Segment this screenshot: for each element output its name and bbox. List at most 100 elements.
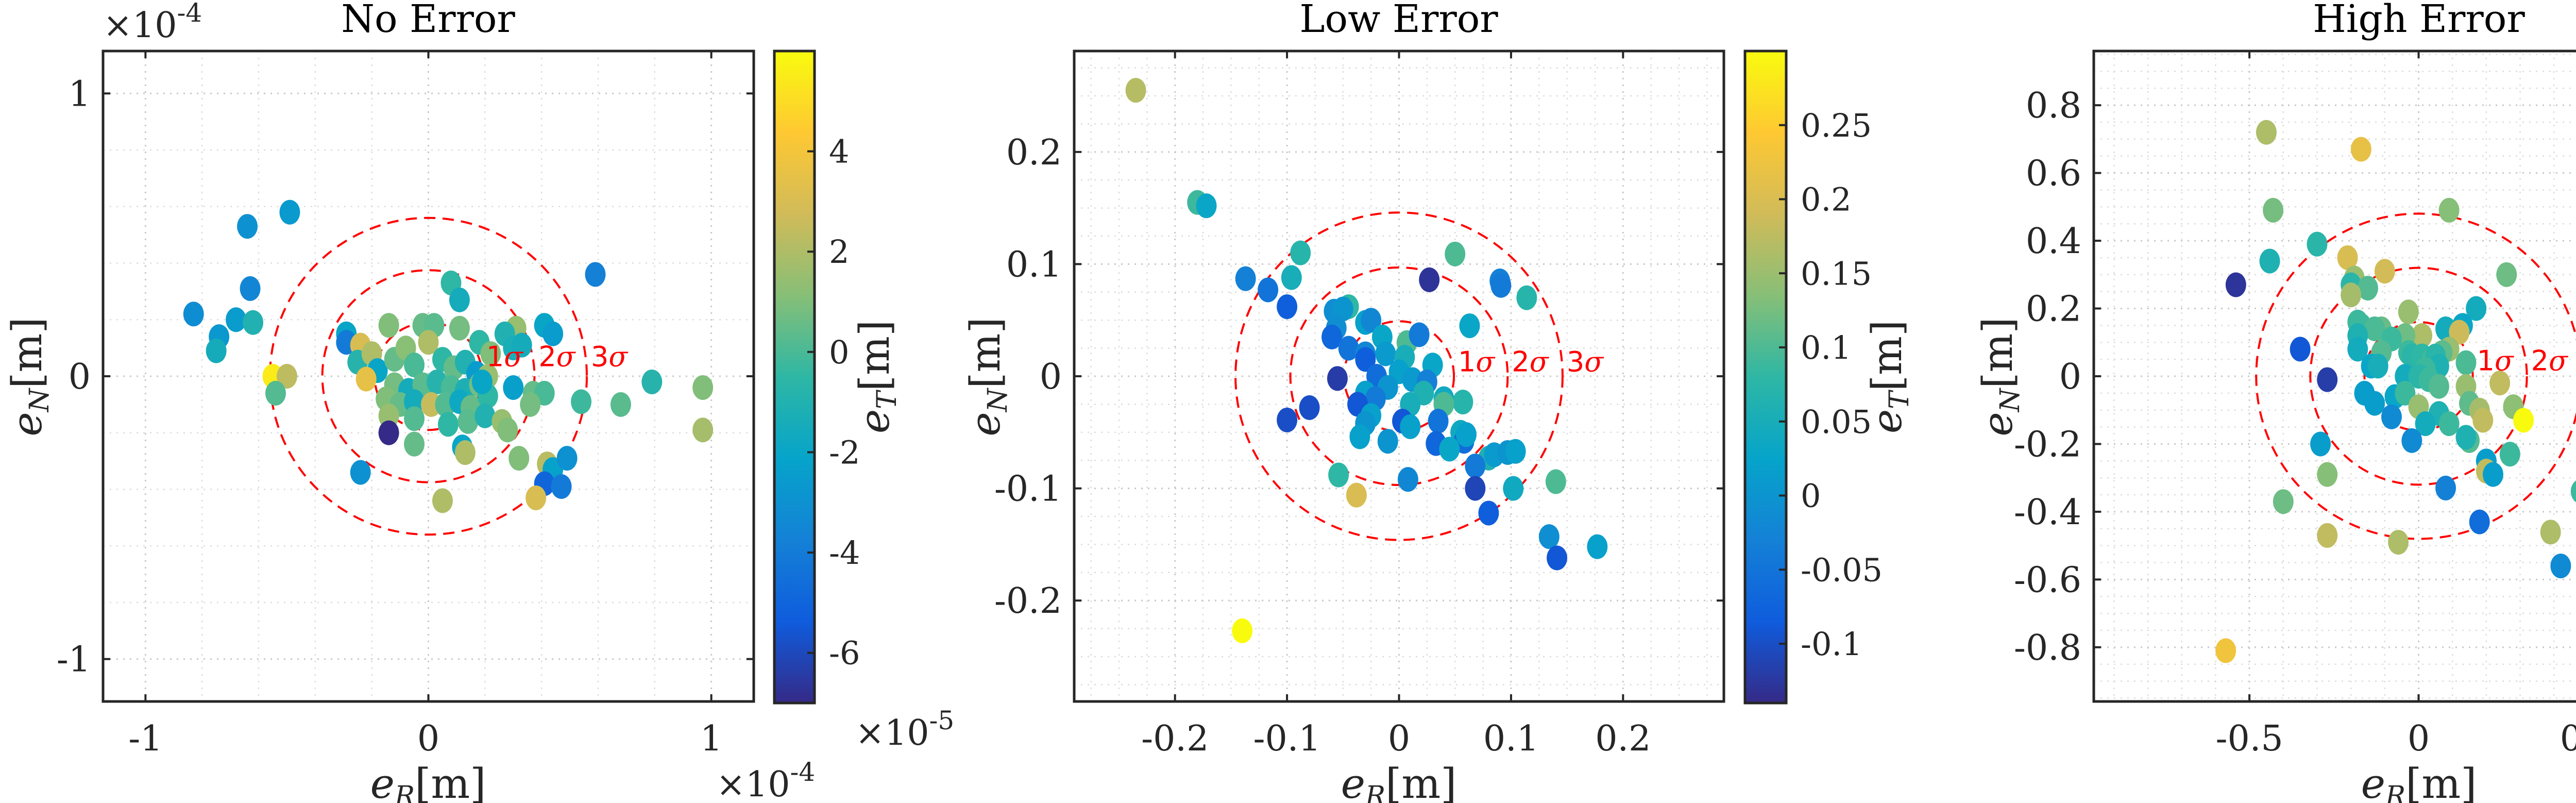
- data-point[interactable]: [1459, 313, 1480, 339]
- data-point[interactable]: [1478, 500, 1499, 526]
- data-point[interactable]: [2307, 231, 2328, 257]
- data-point[interactable]: [1338, 336, 1359, 361]
- data-point[interactable]: [526, 485, 547, 510]
- data-point[interactable]: [2513, 408, 2534, 433]
- data-point[interactable]: [1235, 266, 1256, 291]
- data-point[interactable]: [1332, 296, 1353, 322]
- data-point[interactable]: [692, 417, 714, 443]
- data-point[interactable]: [1428, 409, 1449, 434]
- data-point[interactable]: [2472, 408, 2494, 433]
- data-point[interactable]: [2438, 197, 2460, 223]
- data-point[interactable]: [1490, 273, 1512, 298]
- data-point[interactable]: [1321, 324, 1343, 349]
- data-point[interactable]: [1445, 241, 1466, 266]
- data-point[interactable]: [503, 375, 524, 400]
- data-point[interactable]: [585, 262, 606, 287]
- data-point[interactable]: [556, 446, 578, 471]
- data-point[interactable]: [543, 321, 564, 346]
- data-point[interactable]: [378, 420, 399, 445]
- data-point[interactable]: [1346, 482, 1367, 508]
- data-point[interactable]: [1196, 193, 1217, 219]
- data-point[interactable]: [610, 392, 631, 417]
- data-point[interactable]: [551, 474, 572, 499]
- data-point[interactable]: [279, 199, 300, 225]
- data-point[interactable]: [378, 403, 399, 428]
- data-point[interactable]: [1465, 476, 1486, 501]
- data-point[interactable]: [1361, 308, 1382, 333]
- data-point[interactable]: [1465, 454, 1486, 479]
- data-point[interactable]: [2415, 411, 2436, 437]
- data-point[interactable]: [454, 440, 476, 465]
- data-point[interactable]: [2350, 137, 2371, 162]
- data-point[interactable]: [2225, 272, 2246, 297]
- data-point[interactable]: [404, 389, 425, 414]
- data-point[interactable]: [2317, 462, 2338, 487]
- data-point[interactable]: [1419, 267, 1440, 292]
- data-point[interactable]: [2310, 431, 2331, 457]
- data-point[interactable]: [1299, 395, 1320, 420]
- data-point[interactable]: [509, 446, 530, 471]
- data-point[interactable]: [1355, 347, 1376, 372]
- data-point[interactable]: [2364, 391, 2385, 416]
- data-point[interactable]: [1377, 429, 1398, 454]
- data-point[interactable]: [2455, 350, 2477, 375]
- data-point[interactable]: [1349, 424, 1370, 449]
- data-point[interactable]: [2412, 323, 2433, 348]
- data-point[interactable]: [480, 341, 501, 366]
- data-point[interactable]: [1327, 366, 1348, 391]
- data-point[interactable]: [1455, 422, 1477, 447]
- data-point[interactable]: [2540, 520, 2561, 545]
- data-point[interactable]: [1503, 476, 1524, 501]
- data-point[interactable]: [2435, 475, 2456, 500]
- data-point[interactable]: [2482, 462, 2503, 487]
- data-point[interactable]: [2550, 554, 2571, 579]
- data-point[interactable]: [2259, 248, 2280, 274]
- data-point[interactable]: [1545, 469, 1566, 494]
- data-point[interactable]: [418, 330, 439, 355]
- data-point[interactable]: [355, 366, 377, 392]
- data-point[interactable]: [2398, 299, 2419, 325]
- data-point[interactable]: [2469, 509, 2490, 534]
- data-point[interactable]: [1452, 390, 1473, 415]
- data-point[interactable]: [1409, 322, 1430, 347]
- data-point[interactable]: [2263, 197, 2284, 223]
- data-point[interactable]: [2570, 479, 2576, 504]
- data-point[interactable]: [2256, 120, 2277, 145]
- data-point[interactable]: [2357, 276, 2378, 301]
- data-point[interactable]: [243, 310, 264, 335]
- data-point[interactable]: [1439, 437, 1460, 462]
- data-point[interactable]: [183, 302, 204, 327]
- data-point[interactable]: [1547, 545, 1568, 571]
- data-point[interactable]: [2438, 411, 2460, 437]
- data-point[interactable]: [1281, 265, 1302, 290]
- data-point[interactable]: [2290, 337, 2311, 362]
- data-point[interactable]: [2367, 354, 2388, 379]
- data-point[interactable]: [420, 392, 442, 417]
- data-point[interactable]: [206, 338, 227, 363]
- data-point[interactable]: [240, 276, 261, 301]
- data-point[interactable]: [1505, 439, 1526, 464]
- data-point[interactable]: [2489, 371, 2511, 396]
- data-point[interactable]: [2466, 296, 2487, 321]
- data-point[interactable]: [2381, 404, 2402, 429]
- data-point[interactable]: [1232, 618, 1253, 643]
- data-point[interactable]: [1375, 341, 1396, 366]
- data-point[interactable]: [2273, 489, 2294, 514]
- data-point[interactable]: [497, 417, 518, 443]
- data-point[interactable]: [437, 412, 459, 437]
- data-point[interactable]: [471, 369, 493, 394]
- data-point[interactable]: [1277, 294, 1298, 320]
- data-point[interactable]: [265, 380, 286, 406]
- data-point[interactable]: [2337, 245, 2358, 270]
- data-point[interactable]: [404, 431, 425, 457]
- data-point[interactable]: [449, 287, 470, 312]
- data-point[interactable]: [378, 313, 399, 338]
- data-point[interactable]: [1290, 240, 1311, 265]
- data-point[interactable]: [2364, 316, 2385, 341]
- data-point[interactable]: [226, 307, 247, 332]
- data-point[interactable]: [1400, 414, 1421, 439]
- data-point[interactable]: [1328, 462, 1349, 488]
- data-point[interactable]: [2341, 282, 2362, 308]
- data-point[interactable]: [641, 369, 663, 394]
- data-point[interactable]: [474, 403, 496, 428]
